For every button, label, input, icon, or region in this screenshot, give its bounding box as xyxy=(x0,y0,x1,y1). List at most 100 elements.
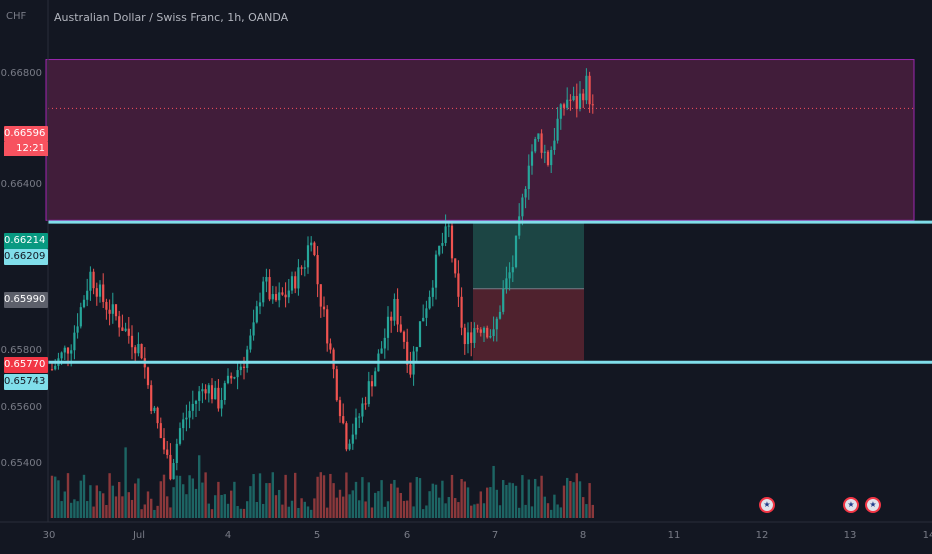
candle-body[interactable] xyxy=(130,335,134,348)
candle-body[interactable] xyxy=(434,254,438,288)
candle-body[interactable] xyxy=(223,383,226,400)
australia-flag-icon[interactable]: ★ xyxy=(865,497,881,513)
candle-body[interactable] xyxy=(89,271,92,291)
candle-body[interactable] xyxy=(518,216,521,236)
candle-body[interactable] xyxy=(492,329,495,337)
candle-body[interactable] xyxy=(399,324,402,332)
candle-body[interactable] xyxy=(134,347,137,354)
candle-body[interactable] xyxy=(162,438,166,450)
candle-body[interactable] xyxy=(79,307,82,327)
candle-body[interactable] xyxy=(140,343,143,359)
candle-body[interactable] xyxy=(447,225,450,227)
candle-body[interactable] xyxy=(502,288,505,312)
candle-body[interactable] xyxy=(585,75,588,101)
candle-body[interactable] xyxy=(582,93,585,101)
candle-body[interactable] xyxy=(265,277,268,282)
candle-body[interactable] xyxy=(236,370,239,378)
candle-body[interactable] xyxy=(153,407,156,411)
candle-body[interactable] xyxy=(418,321,422,348)
candle-body[interactable] xyxy=(537,133,540,140)
candle-body[interactable] xyxy=(124,328,127,331)
candle-body[interactable] xyxy=(370,381,374,387)
candle-body[interactable] xyxy=(511,267,514,273)
candle-body[interactable] xyxy=(204,389,207,394)
candle-body[interactable] xyxy=(242,366,246,368)
candle-body[interactable] xyxy=(284,294,287,298)
candle-body[interactable] xyxy=(463,327,466,345)
candle-body[interactable] xyxy=(351,434,354,444)
candle-body[interactable] xyxy=(281,292,284,295)
candle-body[interactable] xyxy=(156,407,159,424)
candle-body[interactable] xyxy=(422,317,425,322)
candle-body[interactable] xyxy=(358,416,361,418)
candle-body[interactable] xyxy=(444,226,447,244)
candle-body[interactable] xyxy=(332,349,335,370)
candle-body[interactable] xyxy=(466,332,470,345)
candle-body[interactable] xyxy=(207,385,210,394)
candle-body[interactable] xyxy=(514,235,518,268)
resistance-zone-rect[interactable] xyxy=(45,59,915,221)
chart-title[interactable]: Australian Dollar / Swiss Franc, 1h, OAN… xyxy=(54,11,289,24)
candle-body[interactable] xyxy=(198,391,201,401)
candle-body[interactable] xyxy=(575,96,578,109)
candle-body[interactable] xyxy=(194,400,198,404)
candle-body[interactable] xyxy=(527,165,530,190)
candle-body[interactable] xyxy=(82,299,86,308)
candle-body[interactable] xyxy=(172,463,175,480)
candle-body[interactable] xyxy=(335,369,338,401)
candle-body[interactable] xyxy=(271,294,274,300)
candle-body[interactable] xyxy=(572,96,575,101)
candle-body[interactable] xyxy=(310,242,313,246)
candle-body[interactable] xyxy=(73,332,76,351)
candle-body[interactable] xyxy=(159,423,162,439)
candle-body[interactable] xyxy=(121,327,124,331)
candle-body[interactable] xyxy=(473,328,476,343)
candle-body[interactable] xyxy=(76,326,79,333)
candle-body[interactable] xyxy=(274,294,278,301)
candle-body[interactable] xyxy=(60,352,63,359)
candle-body[interactable] xyxy=(214,387,217,400)
candle-body[interactable] xyxy=(521,197,524,217)
candle-body[interactable] xyxy=(402,331,406,342)
candle-body[interactable] xyxy=(239,366,242,371)
candle-body[interactable] xyxy=(294,276,297,289)
candle-body[interactable] xyxy=(380,348,383,354)
candle-body[interactable] xyxy=(146,367,150,386)
candle-body[interactable] xyxy=(98,284,102,297)
candle-body[interactable] xyxy=(438,245,441,255)
candle-body[interactable] xyxy=(569,99,572,101)
candle-body[interactable] xyxy=(393,298,396,321)
candle-body[interactable] xyxy=(111,304,114,314)
candle-body[interactable] xyxy=(185,417,188,420)
candle-body[interactable] xyxy=(495,318,498,330)
candle-body[interactable] xyxy=(530,151,534,166)
candle-body[interactable] xyxy=(354,417,358,435)
candle-body[interactable] xyxy=(383,337,386,349)
australia-flag-icon[interactable]: ★ xyxy=(843,497,859,513)
candle-body[interactable] xyxy=(137,343,140,354)
candle-body[interactable] xyxy=(178,428,182,444)
candle-body[interactable] xyxy=(566,99,569,108)
candle-body[interactable] xyxy=(319,284,322,307)
candle-body[interactable] xyxy=(268,277,271,300)
profit-zone[interactable] xyxy=(473,222,584,289)
candle-body[interactable] xyxy=(431,287,434,297)
candle-body[interactable] xyxy=(191,403,194,411)
candle-body[interactable] xyxy=(546,151,550,166)
candle-body[interactable] xyxy=(166,449,169,455)
candle-body[interactable] xyxy=(342,416,345,424)
candle-body[interactable] xyxy=(86,290,89,300)
candle-body[interactable] xyxy=(326,309,329,344)
candle-body[interactable] xyxy=(278,292,281,301)
candle-body[interactable] xyxy=(454,258,457,274)
candle-body[interactable] xyxy=(230,375,233,379)
candle-body[interactable] xyxy=(486,327,489,338)
australia-flag-icon[interactable]: ★ xyxy=(759,497,775,513)
candle-body[interactable] xyxy=(441,243,444,246)
loss-zone[interactable] xyxy=(473,288,584,361)
candle-body[interactable] xyxy=(409,364,412,375)
candle-body[interactable] xyxy=(345,423,348,450)
candle-body[interactable] xyxy=(591,104,594,106)
candle-body[interactable] xyxy=(470,332,473,343)
candle-body[interactable] xyxy=(329,343,332,350)
